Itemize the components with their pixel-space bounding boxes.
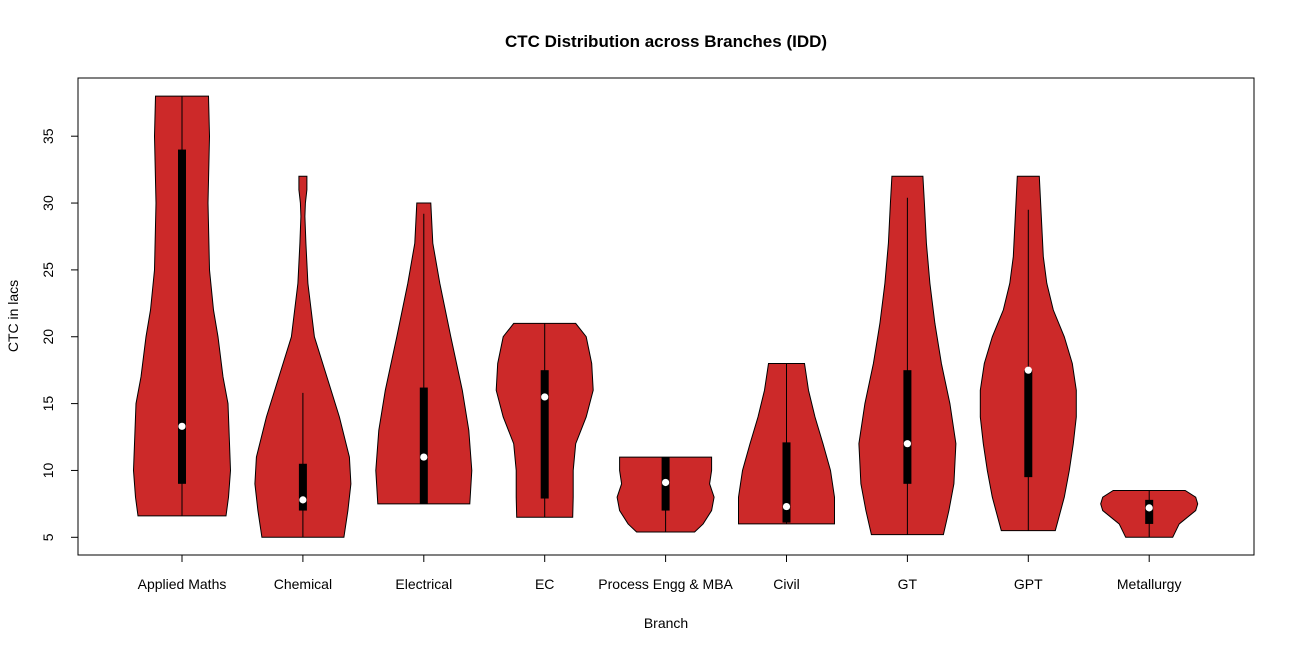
- x-tick-label: Chemical: [274, 576, 332, 592]
- violin-ec: [495, 322, 594, 518]
- x-tick-label: GT: [898, 576, 918, 592]
- y-tick-label: 10: [40, 462, 56, 478]
- median-point: [420, 453, 428, 461]
- iqr-box: [782, 442, 791, 523]
- iqr-box: [178, 149, 186, 484]
- violin-shape: [254, 175, 352, 538]
- median-point: [299, 496, 307, 504]
- violin-civil: [738, 362, 835, 525]
- x-tick-label: Metallurgy: [1117, 576, 1182, 592]
- y-tick-label: 25: [40, 262, 56, 278]
- violin-applied-maths: [132, 95, 232, 517]
- y-tick-label: 15: [40, 396, 56, 412]
- x-tick-label: GPT: [1014, 576, 1043, 592]
- violin-electrical: [375, 202, 473, 505]
- x-tick-label: Applied Maths: [138, 576, 227, 592]
- y-tick-label: 35: [40, 128, 56, 144]
- iqr-box: [903, 370, 912, 484]
- violins: [132, 95, 1199, 538]
- iqr-box: [419, 387, 428, 504]
- x-tick-label: EC: [535, 576, 554, 592]
- y-axis-label: CTC in lacs: [5, 280, 21, 352]
- x-tick-label: Civil: [773, 576, 799, 592]
- iqr-box: [1024, 370, 1033, 478]
- y-axis: 5 10 15 20 25 30 35: [40, 128, 79, 541]
- x-axis: Applied Maths Chemical Electrical EC Process…: [138, 555, 1182, 592]
- y-tick-label: 5: [40, 533, 56, 541]
- median-point: [662, 478, 670, 487]
- iqr-box: [1145, 499, 1154, 524]
- iqr-box: [540, 370, 549, 499]
- y-tick-label: 30: [40, 195, 56, 211]
- violin-gpt: [979, 175, 1077, 532]
- median-point: [903, 440, 912, 448]
- y-tick-label: 20: [40, 329, 56, 345]
- violin-process-engg-mba: [616, 456, 715, 533]
- median-point: [782, 502, 791, 511]
- median-point: [1024, 366, 1032, 374]
- violin-chemical: [254, 175, 352, 538]
- median-point: [178, 422, 186, 430]
- chart-title: CTC Distribution across Branches (IDD): [505, 32, 827, 51]
- violin-gt: [858, 175, 957, 536]
- violin-metallurgy: [1100, 490, 1199, 538]
- median-point: [1145, 504, 1153, 512]
- median-point: [541, 393, 549, 401]
- x-axis-label: Branch: [644, 615, 688, 631]
- iqr-box: [298, 463, 307, 511]
- x-tick-label: Process Engg & MBA: [598, 576, 733, 592]
- x-tick-label: Electrical: [395, 576, 452, 592]
